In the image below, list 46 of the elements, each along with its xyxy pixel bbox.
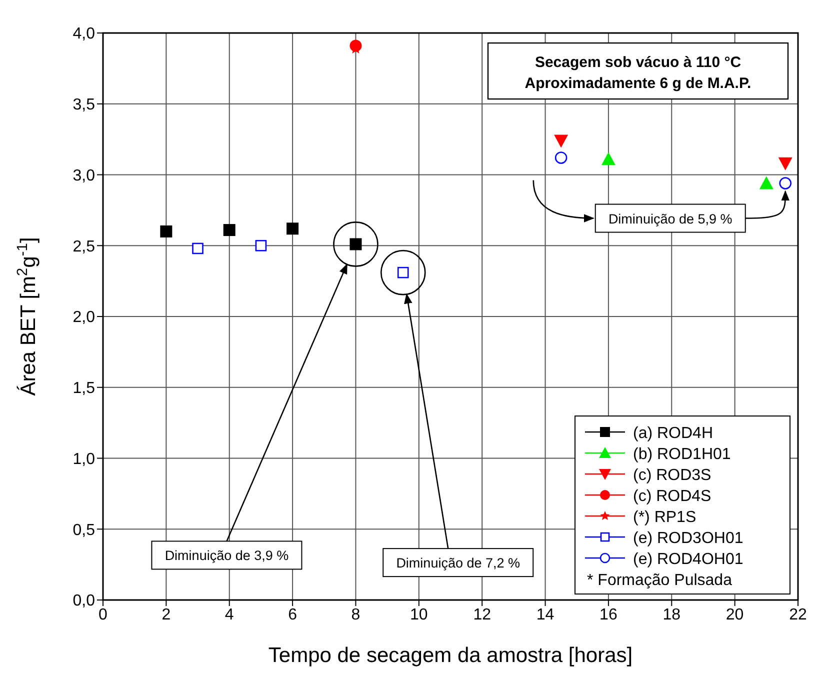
legend-label: (c) ROD3S: [633, 467, 712, 484]
x-tick-label: 22: [789, 606, 807, 624]
y-tick-label: 1,0: [72, 450, 96, 468]
y-tick-label: 2,0: [72, 309, 96, 326]
annotation: Secagem sob vácuo à 110 °C: [534, 54, 742, 71]
y-tick-label: 3,5: [72, 96, 96, 114]
x-tick-label: 18: [662, 606, 681, 624]
x-tick-label: 10: [410, 606, 428, 624]
x-tick-label: 12: [473, 606, 492, 624]
x-tick-label: 14: [536, 606, 554, 624]
point: [286, 222, 299, 235]
x-tick-label: 4: [224, 606, 234, 624]
y-tick-label: 0,5: [72, 522, 96, 539]
x-tick-label: 20: [726, 606, 744, 624]
y-tick-label: 3,0: [72, 167, 96, 184]
y-tick-label: 4,0: [72, 26, 96, 43]
x-axis-title: Tempo de secagem da amostra [horas]: [268, 644, 633, 667]
annotation: * Formação Pulsada: [587, 572, 732, 589]
point: [223, 224, 236, 236]
point: [192, 242, 204, 254]
y-tick-label: 1,5: [72, 380, 96, 398]
point: [554, 152, 568, 164]
annotation: Aproximadamente 6 g de M.A.P.: [524, 75, 752, 92]
y-tick-label: 0,0: [72, 592, 96, 610]
point: [779, 177, 792, 190]
point: [554, 134, 568, 148]
point: [601, 152, 616, 166]
x-tick-label: 0: [98, 606, 108, 624]
x-tick-label: 8: [351, 606, 360, 624]
legend-label: (a) ROD4H: [633, 425, 714, 442]
annotation: Diminuição de 7,2 %: [396, 556, 520, 571]
x-tick-label: 16: [600, 606, 618, 624]
point: [759, 176, 774, 190]
x-tick-label: 6: [288, 606, 298, 624]
point: [778, 157, 792, 170]
point: [255, 240, 267, 252]
legend-label: (e) ROD3OH01: [633, 530, 744, 547]
x-tick-label: 2: [162, 606, 171, 624]
legend-label: (*) RP1S: [633, 509, 696, 526]
point: [160, 225, 172, 238]
annotation: Diminuição de 5,9 %: [608, 211, 732, 226]
legend-label: (c) ROD4S: [633, 488, 712, 505]
y-tick-label: 2,5: [72, 238, 96, 256]
legend-label: (e) ROD4OH01: [633, 551, 744, 568]
annotation: Diminuição de 3,9 %: [164, 548, 289, 564]
legend-label: (b) ROD1H01: [633, 446, 731, 463]
